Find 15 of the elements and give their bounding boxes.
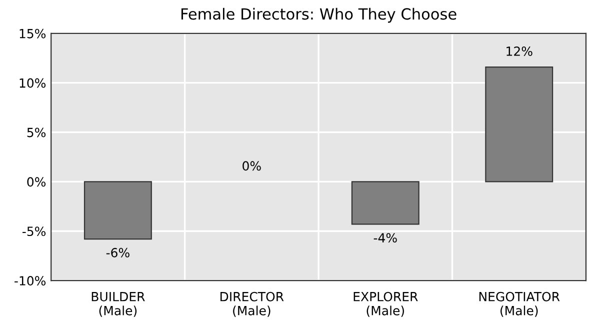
y-tick-label: -5% (22, 226, 46, 236)
data-label: -6% (106, 248, 130, 258)
x-tick-label: DIRECTOR (Male) (220, 292, 284, 317)
data-label: 0% (242, 161, 261, 171)
y-tick-label: 15% (20, 28, 46, 38)
x-tick-label: NEGOTIATOR (Male) (479, 292, 560, 317)
y-tick-label: 10% (20, 78, 46, 88)
y-tick-label: 0% (27, 177, 46, 187)
data-label: -4% (374, 233, 397, 243)
x-tick-label: EXPLORER (Male) (354, 292, 418, 317)
data-label: 12% (506, 46, 532, 56)
y-tick-label: -10% (14, 276, 46, 286)
x-tick-label: BUILDER (Male) (92, 292, 145, 317)
y-tick-label: 5% (27, 128, 46, 138)
chart-title: Female Directors: Who They Choose (181, 8, 456, 23)
